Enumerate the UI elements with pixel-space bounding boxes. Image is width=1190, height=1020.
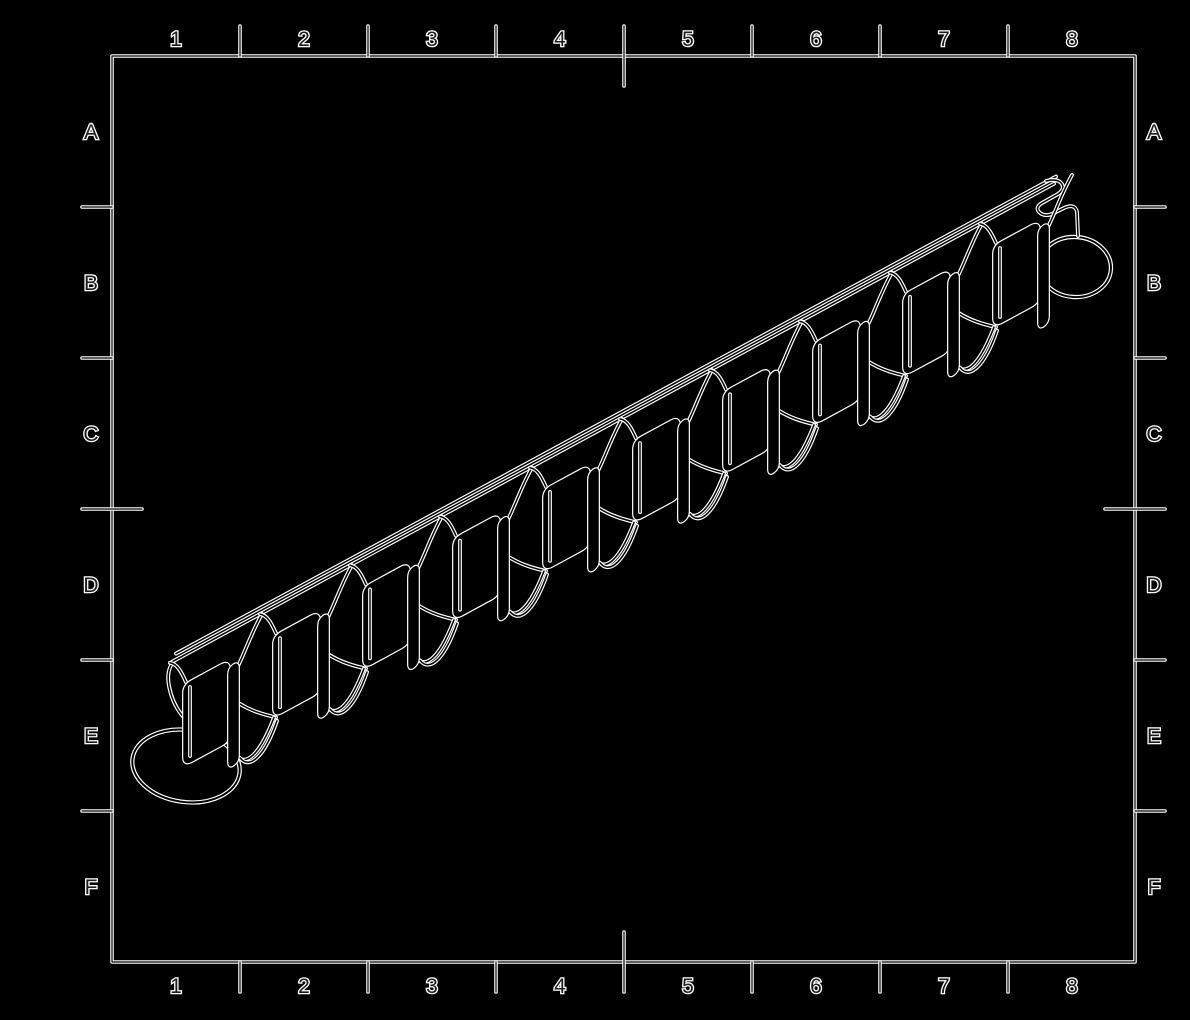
grid-col-label-bottom-3: 3 <box>426 975 438 998</box>
rail-to-panel-bend <box>709 369 727 391</box>
valley-bend-back <box>509 573 548 617</box>
zone-ticks <box>80 24 1167 994</box>
valley-bend-back <box>869 378 908 422</box>
rail-to-panel-bend <box>619 418 637 440</box>
rail-edge-lower <box>171 182 1055 663</box>
grid-col-label-top-7: 7 <box>938 28 950 51</box>
post-to-rail-bend <box>687 369 713 423</box>
grid-col-label-top-1: 1 <box>170 28 182 51</box>
post-to-rail-bend <box>327 564 353 618</box>
clip-unit <box>978 173 1074 329</box>
grid-row-label-left-5: E <box>84 725 98 748</box>
clip-unit <box>798 270 909 427</box>
rail-to-panel-bend <box>799 320 817 342</box>
zone-labels: 1 1 2 2 3 3 4 4 5 5 6 6 7 7 8 8 A A B B C C D D E E F F <box>82 27 1163 1000</box>
clip-unit <box>708 319 819 475</box>
grid-row-label-left-2: B <box>84 272 98 295</box>
grid-row-label-right-3: C <box>1146 423 1161 446</box>
clip-post <box>1038 224 1049 328</box>
clip-unit <box>168 612 279 768</box>
grid-col-label-top-5: 5 <box>682 28 694 51</box>
grid-col-label-top-8: 8 <box>1066 28 1078 51</box>
clip-post <box>948 273 959 377</box>
valley-bend-back <box>329 671 368 715</box>
clip-post <box>588 468 599 572</box>
clip-post <box>318 614 329 718</box>
valley-bend-back <box>779 427 818 471</box>
clip-unit <box>348 514 459 671</box>
clip-post <box>498 517 509 621</box>
valley-bend-back <box>599 524 638 568</box>
grid-row-label-left-1: A <box>84 121 98 144</box>
rail-edge-upper <box>175 175 1057 655</box>
rail-to-panel-bend <box>979 223 997 244</box>
grid-col-label-bottom-6: 6 <box>810 975 822 998</box>
grid-row-label-right-4: D <box>1146 574 1161 597</box>
rail-to-panel-bend <box>439 515 457 537</box>
clip-post <box>858 321 869 425</box>
grid-col-label-bottom-5: 5 <box>682 975 694 998</box>
rail-to-panel-bend <box>259 613 277 635</box>
grid-row-label-left-6: F <box>85 876 98 899</box>
rail-to-panel-bend <box>889 271 907 293</box>
valley-bend-back <box>239 720 278 764</box>
grid-row-label-left-3: C <box>83 423 98 446</box>
clip-strip-part <box>130 173 1114 805</box>
post-to-rail-bend <box>777 320 803 375</box>
clip-unit <box>618 368 729 524</box>
grid-col-label-top-2: 2 <box>298 28 310 51</box>
grid-col-label-top-6: 6 <box>810 28 822 51</box>
grid-row-label-right-5: E <box>1147 725 1161 748</box>
post-to-rail-bend <box>237 613 263 667</box>
clip-unit <box>258 563 369 719</box>
post-to-rail-bend <box>867 271 893 326</box>
post-to-rail-bend <box>957 222 983 277</box>
clip-unit <box>528 416 639 573</box>
grid-col-label-top-3: 3 <box>426 28 438 51</box>
post-to-rail-bend <box>507 466 533 521</box>
clip-post <box>768 370 779 474</box>
post-to-rail-bend <box>417 515 443 570</box>
grid-row-label-left-4: D <box>83 574 98 597</box>
post-to-rail-bend <box>597 418 623 472</box>
clip-post <box>408 565 419 669</box>
grid-row-label-right-1: A <box>1147 121 1161 144</box>
grid-col-label-top-4: 4 <box>554 28 566 51</box>
valley-bend-back <box>959 329 998 373</box>
grid-row-label-right-2: B <box>1147 272 1161 295</box>
clip-post <box>678 419 689 523</box>
grid-col-label-bottom-7: 7 <box>938 975 950 998</box>
grid-col-label-bottom-8: 8 <box>1066 975 1078 998</box>
valley-bend-back <box>689 476 728 520</box>
grid-row-label-right-6: F <box>1148 876 1161 899</box>
rail-to-panel-bend <box>349 564 367 586</box>
clip-unit <box>438 465 549 622</box>
valley-bend-back <box>419 622 458 666</box>
clip-post <box>228 663 239 767</box>
right-ring-hook <box>1036 179 1079 237</box>
post-to-rail-bend <box>1047 174 1073 228</box>
clip-unit <box>888 221 999 378</box>
grid-col-label-bottom-4: 4 <box>554 975 566 998</box>
grid-col-label-bottom-2: 2 <box>298 975 310 998</box>
rail-to-panel-bend <box>169 662 187 683</box>
rail-to-panel-bend <box>529 466 547 488</box>
grid-col-label-bottom-1: 1 <box>170 975 182 998</box>
